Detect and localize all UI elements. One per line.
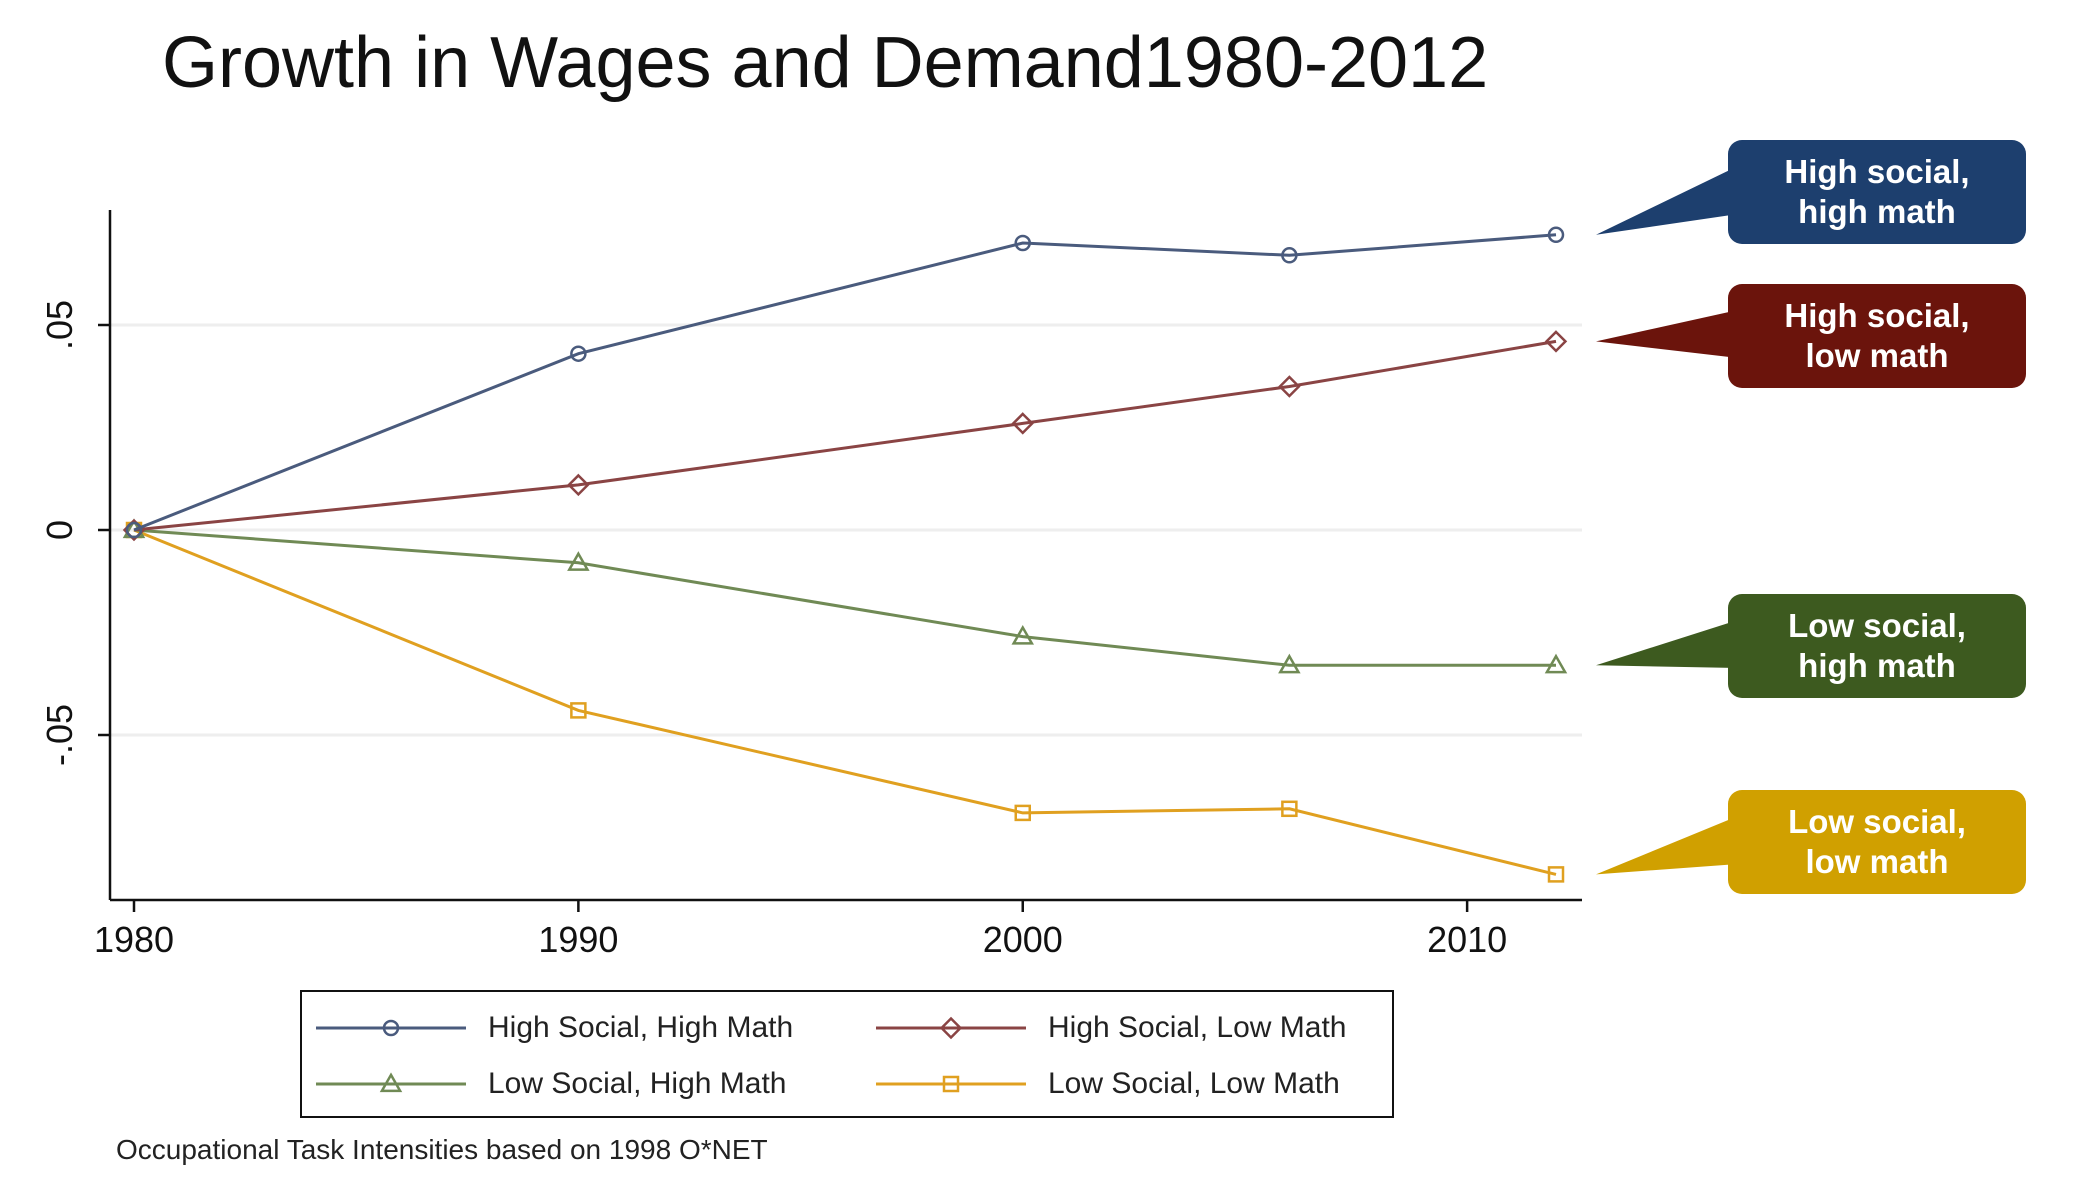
data-point [1014,234,1031,252]
data-point [379,1072,403,1093]
series-line [133,528,1557,876]
data-point [1547,226,1565,244]
callout-pointer [1596,816,1738,875]
legend-key [316,1019,466,1037]
legend-key [876,1016,1026,1040]
data-point [942,1075,960,1093]
chart-title: Growth in Wages and Demand1980-2012 [162,23,1489,103]
data-point [1278,653,1301,674]
callout-box: High social, low math [1728,284,2026,388]
data-point [567,551,590,571]
legend-label: Low Social, Low Math [1048,1067,1340,1100]
data-point [567,473,590,497]
callout-text: High social, low math [1784,297,1970,374]
x-tick-label: 2000 [983,919,1063,960]
callout-box: Low social, high math [1728,594,2026,698]
y-tick-label: -.05 [39,704,80,766]
data-point [1011,412,1034,435]
series-line [133,339,1557,532]
legend-item: Low Social, High Math [316,1064,786,1104]
legend-label: High Social, Low Math [1048,1011,1347,1044]
legend-item: High Social, High Math [316,1008,793,1048]
data-point [570,345,587,362]
callout-pointer [1596,166,1738,235]
legend-label: Low Social, High Math [488,1067,787,1100]
data-point [1544,653,1568,674]
callout-pointer [1596,310,1738,358]
callout-pointer [1596,620,1738,668]
x-tick-label: 1980 [94,919,174,960]
data-point [382,1019,400,1037]
data-point [1281,247,1298,264]
callout-text: Low social, high math [1788,607,1966,684]
legend-label: High Social, High Math [488,1011,794,1044]
data-point [125,521,143,539]
legend-key [316,1072,466,1093]
legend-item: Low Social, Low Math [876,1064,1340,1104]
series-line [133,528,1556,667]
series-line [133,233,1557,532]
chart-note: Occupational Task Intensities based on 1… [116,1134,768,1165]
data-point [1278,375,1301,398]
y-tick-label: .05 [39,300,80,350]
callout-box: High social, high math [1728,140,2026,244]
callout-box: Low social, low math [1728,790,2026,894]
line-chart: .05 0 -.05 1980 1990 2000 2010 [39,166,1738,960]
data-point [1281,800,1298,818]
data-point [1544,330,1568,353]
data-point [1011,624,1035,645]
callout-text: Low social, low math [1788,803,1966,880]
legend-item: High Social, Low Math [876,1008,1346,1048]
data-point [939,1016,963,1040]
x-tick-label: 2010 [1427,919,1507,960]
data-point [1014,804,1031,822]
y-tick-label: 0 [39,520,80,540]
callout-text: High social, high math [1784,153,1970,230]
legend: High Social, High Math High Social, Low M… [300,990,1394,1118]
x-tick-label: 1990 [538,919,618,960]
data-point [1547,866,1565,883]
legend-key [876,1075,1026,1093]
data-point [570,702,587,719]
